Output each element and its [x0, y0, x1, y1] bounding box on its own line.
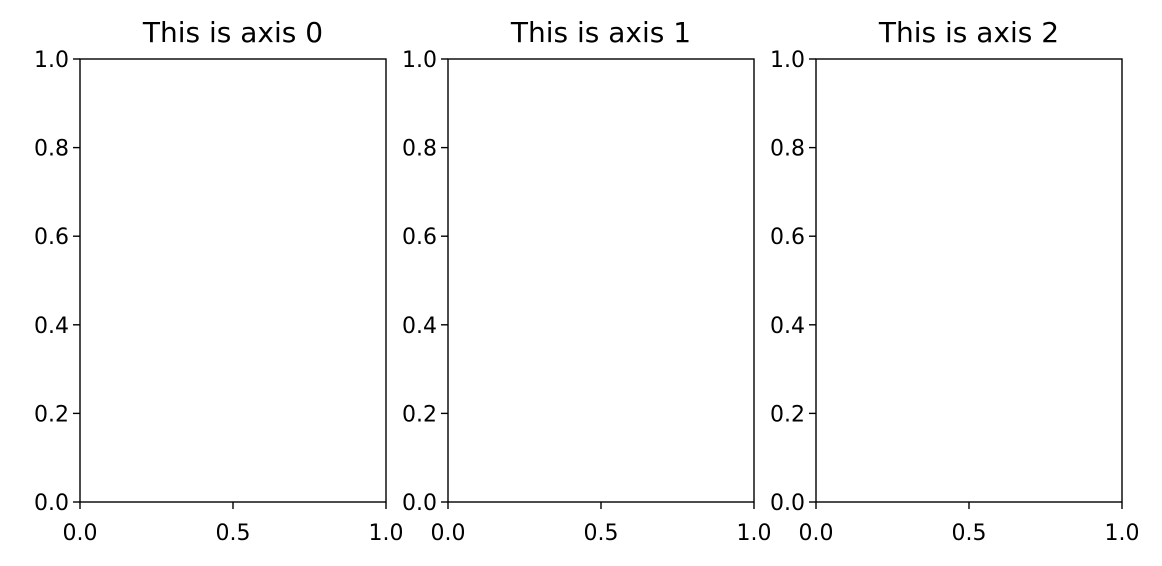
y-tick-label: 0.4 [770, 314, 805, 339]
y-tick-label: 0.0 [34, 491, 69, 516]
y-tick-label: 0.6 [770, 225, 805, 250]
x-tick-label: 0.5 [584, 521, 619, 546]
y-tick-label: 0.8 [770, 137, 805, 162]
axis-panel-1: This is axis 1 0.0 0.2 0.4 0.6 0.8 1.0 0.0 0.5 1.… [402, 16, 772, 546]
y-tick-label: 0.0 [402, 491, 437, 516]
x-tick-label: 1.0 [737, 521, 772, 546]
plot-frame [815, 58, 1123, 503]
y-tick-label: 0.2 [34, 402, 69, 427]
y-tick-label: 0.8 [402, 137, 437, 162]
x-tick-label: 0.0 [63, 521, 98, 546]
x-tick-label: 0.0 [431, 521, 466, 546]
y-tick-label: 1.0 [402, 48, 437, 73]
y-tick-label: 0.2 [770, 402, 805, 427]
y-tick-label: 0.0 [770, 491, 805, 516]
axis-title: This is axis 0 [142, 16, 323, 49]
y-tick-label: 0.6 [402, 225, 437, 250]
axis-title: This is axis 2 [878, 16, 1059, 49]
x-tick-label: 0.0 [799, 521, 834, 546]
x-tick-label: 1.0 [1105, 521, 1140, 546]
y-tick-label: 0.4 [402, 314, 437, 339]
x-tick-label: 1.0 [369, 521, 404, 546]
x-tick-label: 0.5 [216, 521, 251, 546]
y-tick-label: 0.8 [34, 137, 69, 162]
axis-panel-2: This is axis 2 0.0 0.2 0.4 0.6 0.8 1.0 0.0 0.5 1.… [770, 16, 1140, 546]
y-tick-label: 0.2 [402, 402, 437, 427]
y-tick-label: 0.6 [34, 225, 69, 250]
plot-frame [79, 58, 387, 503]
y-tick-label: 1.0 [34, 48, 69, 73]
x-tick-label: 0.5 [952, 521, 987, 546]
y-tick-label: 1.0 [770, 48, 805, 73]
y-tick-label: 0.4 [34, 314, 69, 339]
axis-panel-0: This is axis 0 0.0 0.2 0.4 0.6 0.8 1.0 0.0 0.5 1.… [34, 16, 404, 546]
plot-frame [447, 58, 755, 503]
axis-title: This is axis 1 [510, 16, 691, 49]
